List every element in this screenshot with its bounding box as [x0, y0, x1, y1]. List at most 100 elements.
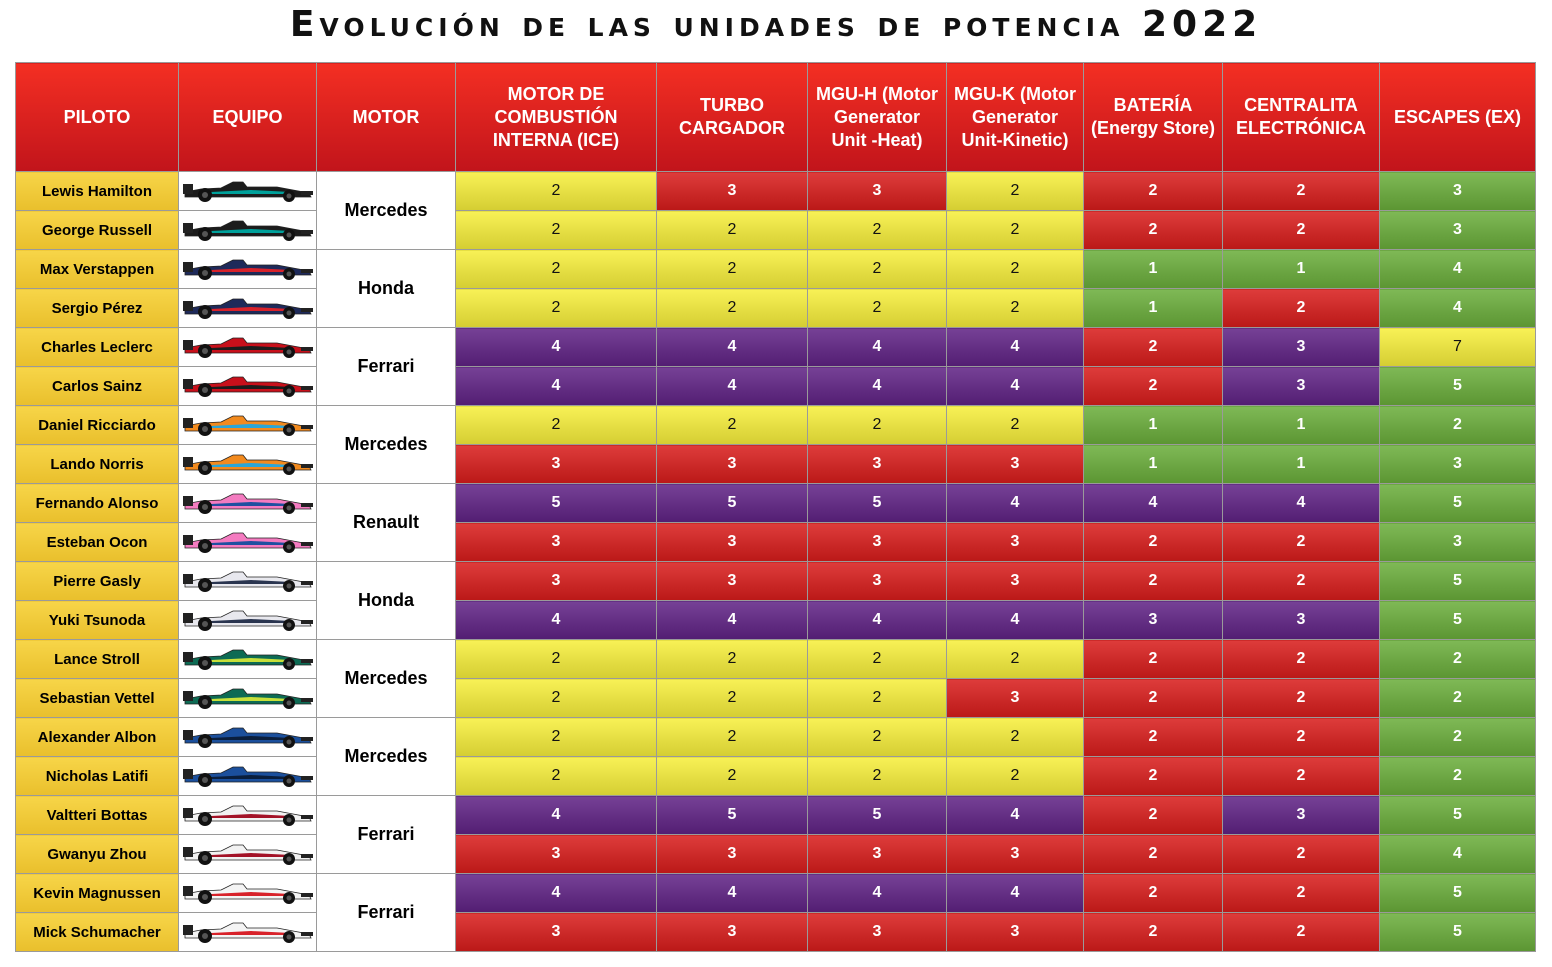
- component-count: 3: [656, 912, 808, 952]
- component-count: 2: [656, 405, 808, 445]
- component-count: 2: [1222, 873, 1380, 913]
- component-count: 3: [1379, 522, 1536, 562]
- driver-row: Valtteri Bottas Ferrari 4 5 5 4 2 3 5: [15, 795, 1536, 874]
- component-count: 2: [455, 405, 657, 445]
- driver-name: Charles Leclerc: [15, 327, 179, 367]
- component-count: 4: [946, 600, 1084, 640]
- team-car: [178, 171, 317, 211]
- component-count: 1: [1222, 405, 1380, 445]
- car-image: [182, 259, 313, 280]
- component-count: 3: [1379, 210, 1536, 250]
- component-count: 4: [807, 327, 947, 367]
- driver-row: Alexander Albon Mercedes 2 2 2 2 2 2 2: [15, 717, 1536, 796]
- team-car: [178, 600, 317, 640]
- component-count: 1: [1083, 405, 1223, 445]
- car-image: [182, 298, 313, 319]
- car-image: [182, 922, 313, 943]
- team-car: [178, 405, 317, 445]
- component-count: 3: [946, 834, 1084, 874]
- component-count: 2: [1379, 756, 1536, 796]
- driver-name: Mick Schumacher: [15, 912, 179, 952]
- car-image: [182, 415, 313, 436]
- car-image: [182, 844, 313, 865]
- component-count: 2: [807, 717, 947, 757]
- component-count: 2: [1083, 717, 1223, 757]
- column-header: MOTOR DE COMBUSTIÓN INTERNA (ICE): [455, 62, 657, 172]
- component-count: 2: [1083, 795, 1223, 835]
- column-header: ESCAPES (EX): [1379, 62, 1536, 172]
- driver-row: Charles Leclerc Ferrari 4 4 4 4 2 3 7: [15, 327, 1536, 406]
- engine: Mercedes: [316, 639, 456, 718]
- component-count: 2: [807, 639, 947, 679]
- component-count: 2: [1222, 639, 1380, 679]
- team-car: [178, 912, 317, 952]
- driver-name: Fernando Alonso: [15, 483, 179, 523]
- team-car: [178, 717, 317, 757]
- driver-name: Nicholas Latifi: [15, 756, 179, 796]
- driver-name: Carlos Sainz: [15, 366, 179, 406]
- driver-row: Pierre Gasly Honda 3 3 3 3 2 2 5: [15, 561, 1536, 640]
- component-count: 2: [1379, 717, 1536, 757]
- component-count: 2: [807, 210, 947, 250]
- team-car: [178, 522, 317, 562]
- component-count: 3: [946, 444, 1084, 484]
- team-car: [178, 756, 317, 796]
- car-image: [182, 688, 313, 709]
- component-count: 5: [1379, 483, 1536, 523]
- team-car: [178, 483, 317, 523]
- team-car: [178, 639, 317, 679]
- component-count: 2: [1083, 210, 1223, 250]
- component-count: 2: [946, 717, 1084, 757]
- component-count: 5: [807, 795, 947, 835]
- component-count: 3: [455, 912, 657, 952]
- component-count: 2: [1222, 912, 1380, 952]
- engine: Honda: [316, 561, 456, 640]
- driver-name: George Russell: [15, 210, 179, 250]
- component-count: 4: [1222, 483, 1380, 523]
- component-count: 3: [946, 522, 1084, 562]
- car-image: [182, 610, 313, 631]
- component-count: 2: [1222, 717, 1380, 757]
- component-count: 2: [1083, 327, 1223, 367]
- component-count: 5: [1379, 912, 1536, 952]
- component-count: 3: [946, 561, 1084, 601]
- component-count: 2: [946, 249, 1084, 289]
- team-car: [178, 249, 317, 289]
- component-count: 2: [807, 678, 947, 718]
- component-count: 4: [946, 483, 1084, 523]
- component-count: 5: [455, 483, 657, 523]
- column-header: EQUIPO: [178, 62, 317, 172]
- car-image: [182, 571, 313, 592]
- driver-row: Daniel Ricciardo Mercedes 2 2 2 2 1 1 2: [15, 405, 1536, 484]
- engine: Mercedes: [316, 171, 456, 250]
- component-count: 2: [807, 288, 947, 328]
- component-count: 2: [807, 249, 947, 289]
- component-count: 3: [807, 834, 947, 874]
- component-count: 2: [1083, 561, 1223, 601]
- component-count: 2: [1222, 756, 1380, 796]
- engine: Mercedes: [316, 717, 456, 796]
- engine: Ferrari: [316, 795, 456, 874]
- driver-row: Lewis Hamilton Mercedes 2 3 3 2 2 2 3: [15, 171, 1536, 250]
- driver-name: Yuki Tsunoda: [15, 600, 179, 640]
- column-header: CENTRALITA ELECTRÓNICA: [1222, 62, 1380, 172]
- component-count: 5: [807, 483, 947, 523]
- component-count: 4: [807, 873, 947, 913]
- component-count: 2: [1222, 288, 1380, 328]
- component-count: 1: [1083, 444, 1223, 484]
- component-count: 4: [946, 873, 1084, 913]
- component-count: 3: [1222, 600, 1380, 640]
- car-image: [182, 454, 313, 475]
- component-count: 3: [1222, 327, 1380, 367]
- component-count: 4: [455, 366, 657, 406]
- component-count: 2: [1379, 639, 1536, 679]
- driver-name: Sebastian Vettel: [15, 678, 179, 718]
- component-count: 1: [1083, 249, 1223, 289]
- team-car: [178, 561, 317, 601]
- team-car: [178, 444, 317, 484]
- column-header: BATERÍA (Energy Store): [1083, 62, 1223, 172]
